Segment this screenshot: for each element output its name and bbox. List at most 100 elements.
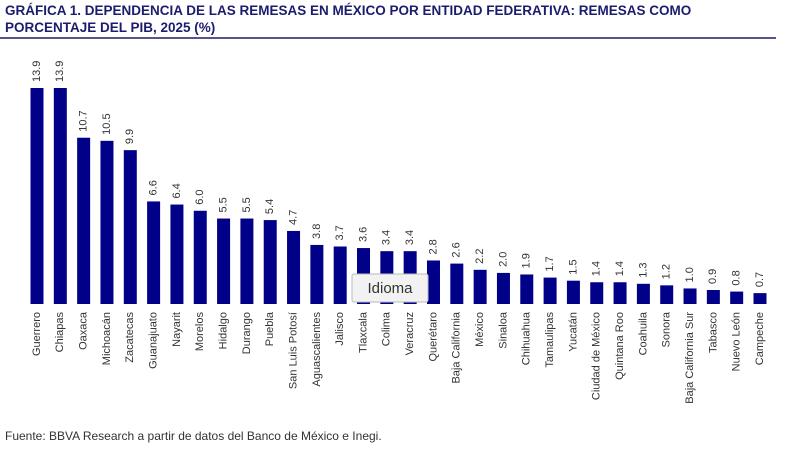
bar [100, 140, 114, 304]
bar [30, 88, 44, 304]
x-tick-label: Tlaxcala [357, 311, 369, 353]
chart-title: PORCENTAJE DEL PIB, 2025 (%) [5, 20, 215, 35]
bar [636, 283, 650, 304]
value-label: 3.8 [311, 224, 323, 239]
value-label: 10.7 [78, 110, 90, 131]
value-label: 3.6 [357, 227, 369, 242]
x-tick-label: Sinaloa [497, 311, 509, 349]
bar [590, 282, 604, 304]
bar [193, 210, 207, 304]
x-tick-label: Chihuahua [521, 311, 533, 365]
value-label: 1.3 [637, 263, 649, 278]
x-tick-label: Jalisco [334, 312, 346, 346]
value-label: 6.4 [171, 183, 183, 198]
source: Fuente: BBVA Research a partir de datos … [5, 429, 382, 443]
x-tick-label: Zacatecas [124, 312, 136, 363]
value-label: 0.9 [707, 269, 719, 284]
bar [240, 218, 254, 304]
value-label: 1.7 [544, 256, 556, 271]
x-tick-label: Nuevo León [731, 312, 743, 371]
x-tick-label: Morelos [194, 312, 206, 352]
x-tick-label: Guanajuato [148, 312, 160, 369]
value-label: 13.9 [31, 61, 43, 82]
bar [147, 201, 161, 304]
bar [310, 244, 324, 304]
value-label: 3.4 [381, 230, 393, 245]
value-label: 2.2 [474, 249, 486, 264]
value-label: 2.8 [427, 239, 439, 254]
value-label: 5.5 [217, 197, 229, 212]
x-tick-label: Oaxaca [78, 311, 90, 350]
bar [706, 290, 720, 304]
value-label: 4.7 [287, 210, 299, 225]
bar [217, 218, 231, 304]
x-tick-label: Sonora [661, 311, 673, 347]
tooltip: Idioma [351, 273, 429, 303]
value-label: 1.5 [567, 259, 579, 274]
value-label: 2.0 [497, 252, 509, 267]
value-label: 3.7 [334, 225, 346, 240]
bar [520, 274, 534, 304]
bar [496, 272, 510, 304]
x-tick-label: Chiapas [54, 312, 66, 353]
value-label: 6.6 [148, 180, 160, 195]
value-label: 1.4 [591, 261, 603, 276]
x-tick-label: Yucatán [567, 312, 579, 352]
bar [566, 280, 580, 304]
x-tick-label: San Luis Potosí [287, 312, 299, 389]
bar [263, 220, 277, 304]
x-tick-label: México [474, 312, 486, 347]
value-label: 0.7 [754, 272, 766, 287]
x-tick-label: Michoacán [101, 312, 113, 365]
x-tick-label: Aguascalientes [311, 312, 323, 387]
x-tick-label: Ciudad de México [591, 312, 603, 400]
value-label: 13.9 [54, 61, 66, 82]
x-tick-label: Baja California Sur [684, 312, 696, 404]
bar [613, 282, 627, 304]
value-label: 1.2 [661, 264, 673, 279]
value-label: 10.5 [101, 113, 113, 134]
chart-title: GRÁFICA 1. DEPENDENCIA DE LAS REMESAS EN… [5, 3, 691, 18]
bar [170, 204, 184, 304]
value-label: 5.5 [241, 197, 253, 212]
bar [753, 293, 767, 304]
bar [77, 137, 91, 304]
value-label: 5.4 [264, 199, 276, 214]
bar [730, 291, 744, 304]
x-tick-label: Hidalgo [217, 312, 229, 349]
x-tick-label: Tamaulipas [544, 312, 556, 368]
x-tick-label: Veracruz [404, 312, 416, 355]
value-label: 3.4 [404, 230, 416, 245]
bar [123, 150, 137, 304]
x-tick-label: Durango [241, 312, 253, 354]
value-label: 6.0 [194, 189, 206, 204]
x-tick-label: Coahuila [637, 311, 649, 355]
value-label: 1.4 [614, 261, 626, 276]
x-tick-label: Querétaro [427, 312, 439, 362]
value-label: 1.0 [684, 267, 696, 282]
bar [473, 269, 487, 304]
x-tick-label: Quintana Roo [614, 312, 626, 380]
bar [426, 260, 440, 304]
x-tick-label: Campeche [754, 312, 766, 365]
bar [450, 263, 464, 304]
x-tick-label: Colima [381, 311, 393, 346]
x-tick-label: Puebla [264, 311, 276, 346]
x-tick-label: Guerrero [31, 312, 43, 356]
x-tick-label: Nayarit [171, 312, 183, 347]
x-tick-label: Baja California [451, 311, 463, 383]
tooltip-box [351, 273, 429, 303]
value-label: 1.9 [521, 253, 533, 268]
value-label: 2.6 [451, 242, 463, 257]
bar [333, 246, 347, 304]
bar [660, 285, 674, 304]
bar [287, 230, 301, 304]
value-label: 0.8 [731, 270, 743, 285]
x-tick-label: Tabasco [707, 312, 719, 353]
tooltip-text: Idioma [367, 280, 413, 297]
plot: 13.9 Guerrero 13.9 Chiapas 10.7 Oaxaca 10.5 Mic… [30, 61, 767, 404]
bar [53, 88, 67, 304]
value-label: 9.9 [124, 129, 136, 144]
bar [683, 288, 697, 304]
